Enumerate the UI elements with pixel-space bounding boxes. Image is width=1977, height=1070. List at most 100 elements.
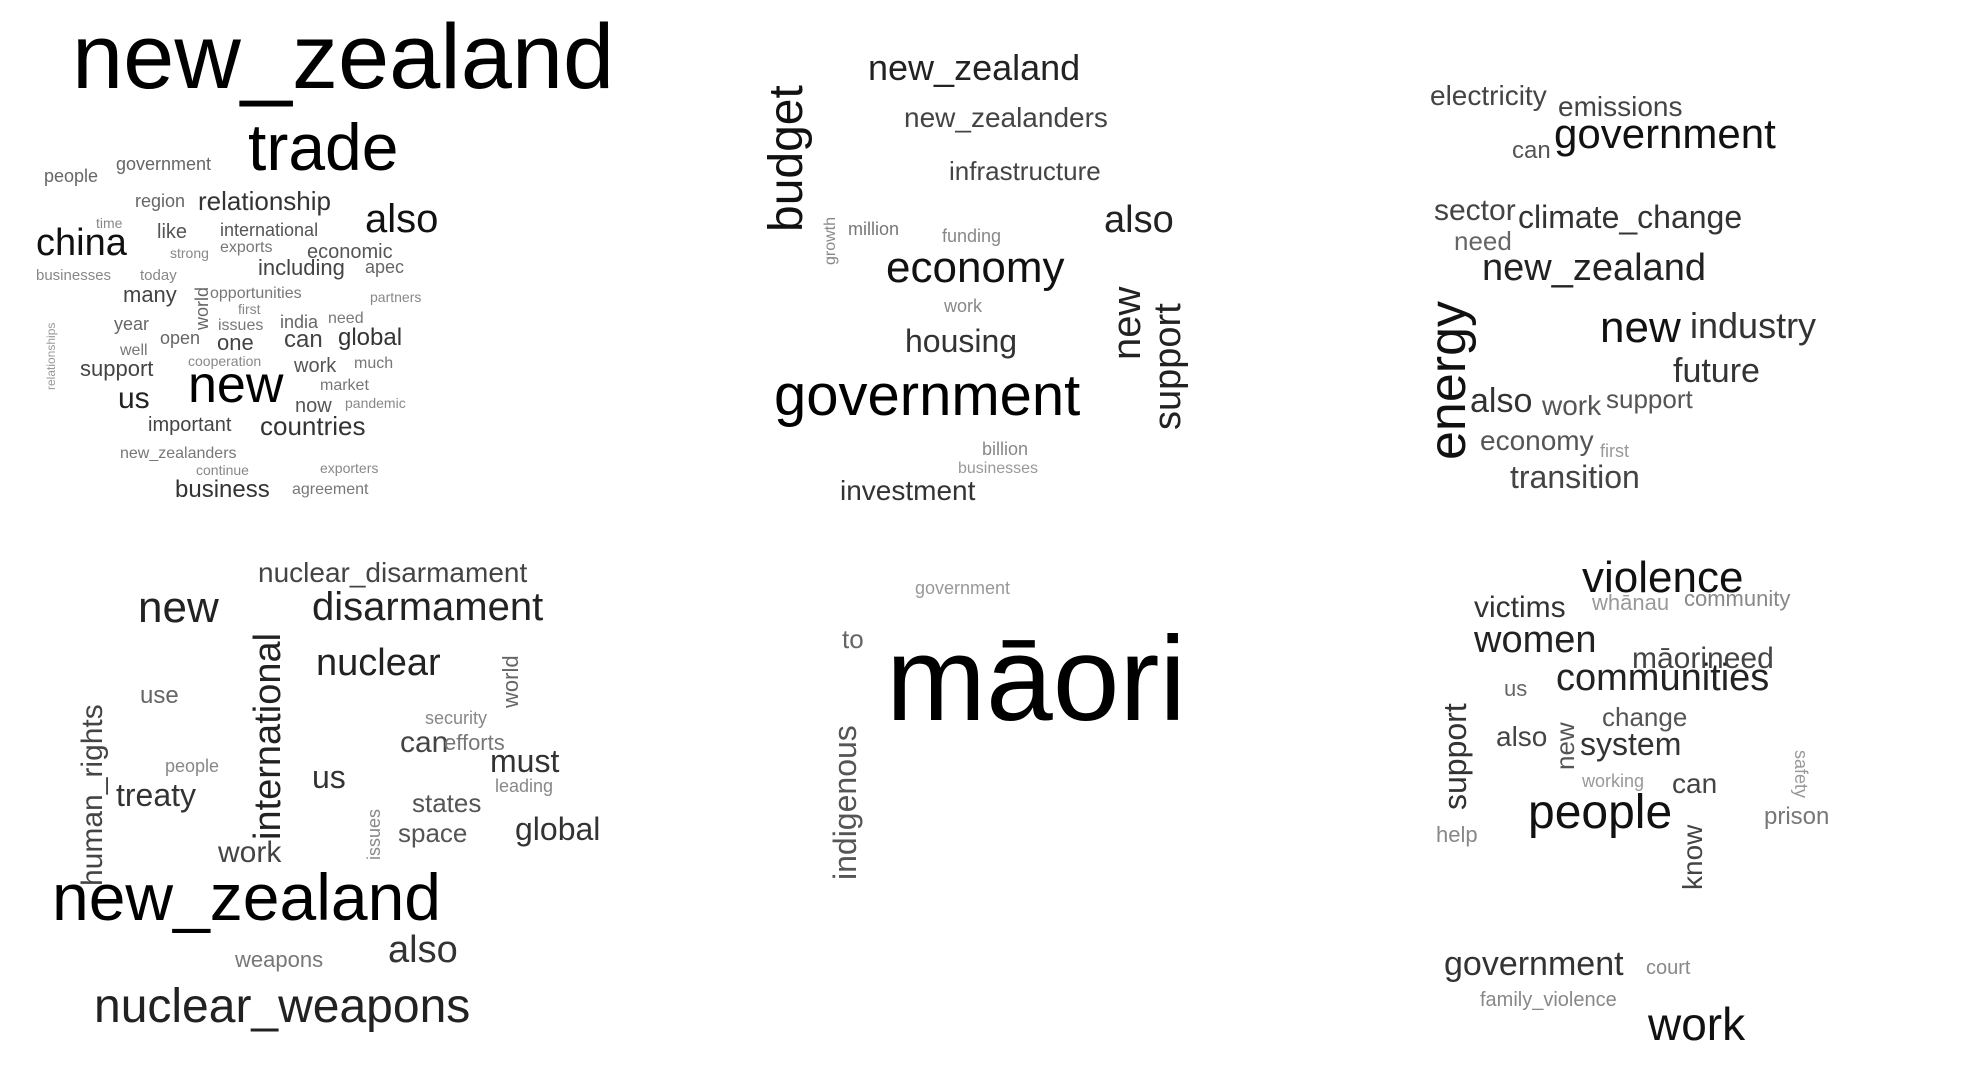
word: first: [1600, 441, 1629, 461]
word: new: [138, 583, 219, 632]
word: us: [118, 382, 150, 415]
word: can: [1512, 137, 1551, 164]
word: also: [1104, 199, 1174, 241]
word: time: [96, 215, 123, 231]
word: partners: [370, 289, 421, 305]
wordcloud-canvas: government energy new_zealand new climat…: [1419, 80, 1816, 495]
word: opportunities: [210, 285, 302, 302]
word: new_zealand: [1482, 247, 1706, 289]
word: also: [1470, 382, 1532, 420]
word: trade: [248, 110, 398, 184]
word: to: [842, 624, 864, 654]
word: nuclear_disarmament: [258, 557, 527, 588]
word: disarmament: [312, 585, 543, 629]
word: region: [135, 191, 185, 211]
word: also: [388, 929, 458, 971]
word: issues: [218, 317, 263, 334]
word: relationship: [198, 186, 331, 216]
word: family_violence: [1480, 989, 1617, 1011]
word: future: [1673, 352, 1760, 390]
word: work: [217, 836, 282, 869]
word: whānau: [1591, 590, 1669, 615]
word: change: [1602, 702, 1687, 732]
word: international: [220, 220, 318, 240]
word: know: [1677, 824, 1708, 890]
wordcloud-panel-maori: māori indigenous to government: [740, 540, 1380, 1070]
word: can: [284, 326, 323, 353]
word: government: [774, 363, 1080, 428]
word: china: [36, 222, 128, 264]
word: relationships: [44, 323, 58, 390]
word: government: [915, 578, 1010, 598]
word: new_zealand: [52, 860, 441, 934]
word: exporters: [320, 460, 378, 476]
word: economic: [307, 241, 393, 263]
word: people: [44, 166, 98, 186]
word: work: [943, 296, 983, 316]
word: also: [365, 197, 438, 241]
word: open: [160, 328, 200, 348]
word: funding: [942, 226, 1001, 246]
word: court: [1646, 957, 1691, 979]
word: world: [498, 655, 523, 709]
word: energy: [1419, 301, 1477, 460]
word: us: [1504, 676, 1527, 701]
word: new: [1600, 303, 1681, 352]
word: us: [312, 759, 346, 795]
word: agreement: [292, 481, 369, 498]
word: efforts: [444, 730, 505, 755]
word: māorineed: [1632, 642, 1774, 675]
word: exports: [220, 239, 272, 256]
word: space: [398, 818, 467, 848]
word: new_zealanders: [120, 445, 237, 462]
word: now: [295, 395, 332, 417]
word: work: [1647, 998, 1746, 1050]
word: international: [247, 633, 289, 840]
word: economy: [1480, 425, 1594, 456]
word: new: [188, 356, 284, 414]
word: first: [238, 301, 261, 317]
word: business: [175, 476, 270, 503]
word: must: [490, 743, 559, 779]
word: businesses: [36, 267, 111, 284]
wordcloud-panel-energy: government energy new_zealand new climat…: [1390, 10, 1977, 540]
word: much: [354, 355, 393, 372]
wordcloud-panel-violence: violence people work communities women g…: [1390, 540, 1977, 1070]
word: victims: [1474, 591, 1566, 624]
word: leading: [495, 776, 553, 796]
word: issues: [364, 809, 384, 860]
word: states: [412, 788, 481, 818]
word: people: [165, 756, 219, 776]
word: human_rights: [76, 704, 109, 886]
word: māori: [886, 612, 1186, 746]
word: can: [400, 726, 448, 759]
word: working: [1581, 771, 1644, 791]
word: apec: [365, 257, 404, 277]
word: work: [293, 355, 337, 377]
word: cooperation: [188, 353, 261, 369]
word: economy: [886, 243, 1065, 292]
word: growth: [822, 217, 839, 265]
word: prison: [1764, 803, 1829, 830]
word: countries: [260, 411, 366, 441]
word: world: [192, 287, 212, 331]
word: violence: [1582, 553, 1743, 602]
word: use: [140, 682, 179, 709]
word: government: [1554, 110, 1776, 157]
word: also: [1496, 721, 1547, 752]
word: infrastructure: [949, 156, 1101, 186]
word: million: [848, 219, 899, 239]
word: continue: [196, 462, 249, 478]
word: new: [1105, 287, 1149, 360]
word: new_zealand: [72, 10, 614, 108]
word: many: [123, 282, 177, 307]
wordcloud-panel-budget: government economy budget new_zealand al…: [740, 10, 1380, 540]
word: support: [80, 356, 153, 381]
wordcloud-canvas: māori indigenous to government: [827, 578, 1186, 880]
word: new_zealand: [868, 47, 1080, 88]
word: work: [1541, 390, 1602, 421]
word: need: [1454, 226, 1512, 256]
word: including: [258, 255, 345, 280]
word: today: [140, 267, 177, 284]
word: transition: [1510, 459, 1640, 495]
